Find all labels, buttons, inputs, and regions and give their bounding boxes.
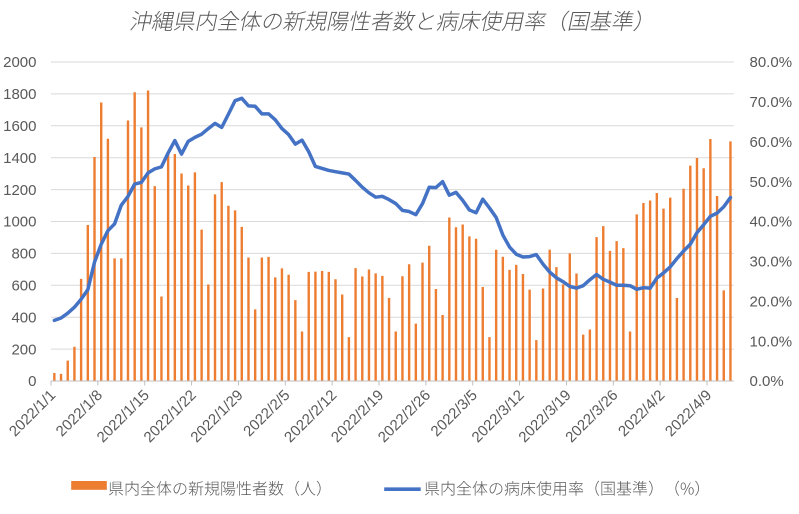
svg-text:1200: 1200 [3,182,36,199]
svg-text:50.0%: 50.0% [750,174,793,191]
svg-text:800: 800 [11,246,36,263]
svg-text:1600: 1600 [3,118,36,135]
svg-text:10.0%: 10.0% [750,333,793,350]
svg-text:60.0%: 60.0% [750,134,793,151]
svg-text:0: 0 [28,373,36,390]
svg-text:2000: 2000 [3,54,36,71]
svg-text:1000: 1000 [3,214,36,231]
svg-text:40.0%: 40.0% [750,214,793,231]
svg-text:400: 400 [11,309,36,326]
svg-text:30.0%: 30.0% [750,254,793,271]
svg-text:200: 200 [11,341,36,358]
svg-text:1800: 1800 [3,86,36,103]
svg-text:0.0%: 0.0% [750,373,784,390]
svg-text:20.0%: 20.0% [750,293,793,310]
svg-text:600: 600 [11,278,36,295]
svg-text:1400: 1400 [3,150,36,167]
svg-text:70.0%: 70.0% [750,94,793,111]
svg-text:80.0%: 80.0% [750,54,793,71]
